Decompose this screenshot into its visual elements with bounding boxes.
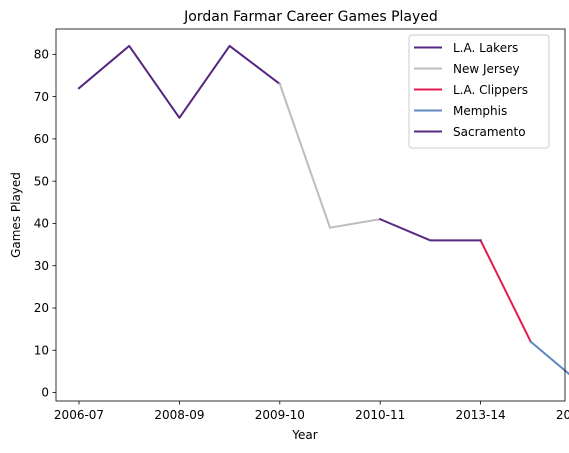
y-tick-label: 20 xyxy=(34,301,49,315)
legend-label: L.A. Clippers xyxy=(453,83,528,97)
y-tick-label: 80 xyxy=(34,48,49,62)
y-axis-label: Games Played xyxy=(9,172,23,258)
y-tick-label: 70 xyxy=(34,90,49,104)
x-tick-label: 2006-07 xyxy=(54,408,104,422)
legend-label: L.A. Lakers xyxy=(453,41,518,55)
x-tick-label: 2015-16 xyxy=(556,408,569,422)
plot-area: 2006-07 2008-09 2009-10 2010-11 2013-14 2015-… xyxy=(34,28,569,422)
legend-label: Sacramento xyxy=(453,125,526,139)
x-axis-ticks: 2006-07 2008-09 2009-10 2010-11 2013-14 2015-… xyxy=(54,401,569,422)
series-line-2 xyxy=(479,239,533,344)
y-tick-label: 30 xyxy=(34,259,49,273)
x-axis-label: Year xyxy=(291,428,317,442)
legend-items: L.A. Lakers New Jersey L.A. Clippers Memphi… xyxy=(414,41,528,139)
y-axis-ticks: 0 10 20 30 40 50 60 70 80 xyxy=(34,48,56,400)
series-line-0 xyxy=(77,44,282,119)
x-tick-label: 2008-09 xyxy=(154,408,204,422)
plot-frame xyxy=(55,28,566,402)
series-layer xyxy=(77,44,569,376)
y-tick-label: 50 xyxy=(34,174,49,188)
legend-box xyxy=(408,34,550,149)
series-line-1 xyxy=(278,82,382,229)
x-tick-label: 2010-11 xyxy=(355,408,405,422)
series-line-4 xyxy=(378,217,482,242)
legend-label: New Jersey xyxy=(453,62,520,76)
chart-title: Jordan Farmar Career Games Played xyxy=(183,9,438,25)
legend: L.A. Lakers New Jersey L.A. Clippers Memphi… xyxy=(408,34,550,149)
x-tick-label: 2009-10 xyxy=(255,408,305,422)
y-tick-label: 60 xyxy=(34,132,49,146)
y-tick-label: 40 xyxy=(34,217,49,231)
y-tick-label: 10 xyxy=(34,343,49,357)
y-tick-label: 0 xyxy=(41,386,49,400)
x-tick-label: 2013-14 xyxy=(456,408,506,422)
legend-label: Memphis xyxy=(453,104,507,118)
series-line-3 xyxy=(529,340,569,376)
